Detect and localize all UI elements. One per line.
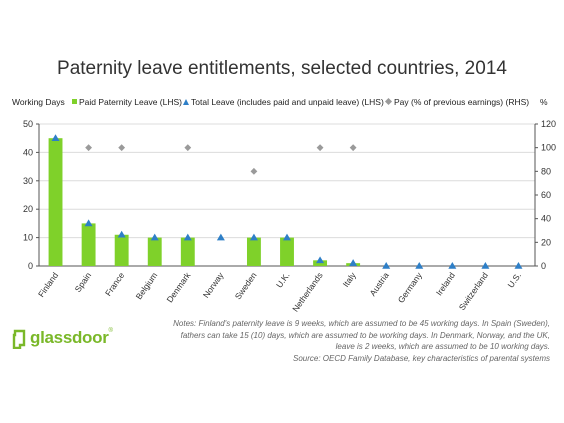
total-leave-marker bbox=[150, 233, 159, 241]
pay-marker bbox=[118, 144, 126, 152]
x-tick-label: Norway bbox=[201, 270, 226, 300]
left-tick-label: 0 bbox=[28, 261, 33, 271]
x-tick-label: U.K. bbox=[274, 270, 292, 289]
right-tick-label: 80 bbox=[541, 166, 551, 176]
x-tick-label: Sweden bbox=[233, 270, 259, 301]
x-tick-label: Spain bbox=[73, 270, 94, 294]
x-tick-label: Denmark bbox=[164, 270, 192, 305]
bar bbox=[313, 260, 328, 266]
pay-marker bbox=[85, 144, 92, 152]
bar bbox=[280, 237, 294, 266]
legend-diamond-marker bbox=[384, 97, 393, 106]
x-tick-label: Austria bbox=[367, 270, 391, 298]
glassdoor-door-icon bbox=[12, 329, 26, 349]
pay-marker bbox=[250, 167, 258, 175]
right-tick-label: 60 bbox=[541, 190, 551, 200]
x-tick-label: Switzerland bbox=[457, 270, 491, 312]
left-tick-label: 40 bbox=[23, 147, 33, 157]
bar bbox=[180, 237, 195, 266]
total-leave-marker bbox=[448, 262, 457, 269]
total-leave-marker bbox=[514, 262, 523, 269]
right-axis-title: % bbox=[540, 97, 548, 107]
total-leave-marker bbox=[349, 259, 358, 266]
total-leave-marker bbox=[382, 262, 391, 269]
left-tick-label: 30 bbox=[23, 176, 33, 186]
legend-label: Pay (% of previous earnings) (RHS) bbox=[394, 97, 530, 107]
total-leave-marker bbox=[316, 256, 325, 264]
total-leave-marker bbox=[249, 233, 258, 241]
left-tick-label: 50 bbox=[23, 119, 33, 129]
right-tick-label: 20 bbox=[541, 237, 551, 247]
chart-plot: 0 10 20 30 40 50 0 20 40 60 80 100 120 Finland Spain Fr… bbox=[23, 119, 556, 314]
chart-legend: Working Days Paid Paternity Leave (LHS) … bbox=[0, 97, 564, 111]
total-leave-marker bbox=[415, 262, 424, 269]
glassdoor-wordmark: glassdoor® bbox=[30, 328, 113, 347]
bar bbox=[48, 138, 63, 266]
legend-square-marker bbox=[72, 99, 77, 104]
total-leave-marker bbox=[481, 262, 490, 269]
left-tick-label: 20 bbox=[23, 204, 33, 214]
bar bbox=[81, 223, 96, 266]
bar bbox=[246, 237, 261, 266]
legend-item-pay: Pay (% of previous earnings) (RHS) bbox=[384, 97, 530, 107]
x-tick-label: Ireland bbox=[434, 270, 457, 297]
chart-title: Paternity leave entitlements, selected c… bbox=[57, 58, 507, 79]
total-leave-marker bbox=[84, 219, 93, 227]
pay-marker bbox=[316, 144, 324, 152]
x-tick-label: Italy bbox=[341, 270, 359, 289]
legend-item-total-leave: Total Leave (includes paid and unpaid le… bbox=[183, 97, 384, 107]
bar bbox=[114, 234, 129, 266]
legend-triangle-marker bbox=[183, 99, 189, 105]
chart-source: Source: OECD Family Database, key charac… bbox=[293, 354, 550, 363]
right-tick-label: 120 bbox=[541, 119, 556, 129]
x-tick-label: Finland bbox=[36, 270, 60, 299]
right-tick-label: 40 bbox=[541, 214, 551, 224]
right-tick-label: 0 bbox=[541, 261, 546, 271]
left-axis-title: Working Days bbox=[12, 97, 65, 107]
right-tick-label: 100 bbox=[541, 143, 556, 153]
chart-notes: Notes: Finland's paternity leave is 9 we… bbox=[173, 319, 550, 351]
legend-label: Total Leave (includes paid and unpaid le… bbox=[191, 97, 384, 107]
x-tick-label: Germany bbox=[396, 270, 425, 305]
x-tick-label: U.S. bbox=[505, 270, 523, 289]
x-tick-label: France bbox=[103, 270, 127, 298]
total-leave-marker bbox=[183, 233, 192, 241]
bar bbox=[147, 237, 162, 266]
x-tick-label: Belgium bbox=[134, 270, 160, 301]
left-tick-label: 10 bbox=[23, 233, 33, 243]
pay-marker bbox=[349, 144, 357, 152]
legend-item-paid-leave: Paid Paternity Leave (LHS) bbox=[72, 97, 182, 107]
pay-marker bbox=[184, 144, 192, 152]
total-leave-marker bbox=[283, 233, 291, 241]
total-leave-marker bbox=[216, 233, 225, 241]
x-tick-label: Netherlands bbox=[290, 270, 324, 313]
total-leave-marker bbox=[117, 230, 126, 238]
total-leave-marker bbox=[51, 134, 60, 141]
legend-label: Paid Paternity Leave (LHS) bbox=[79, 97, 182, 107]
